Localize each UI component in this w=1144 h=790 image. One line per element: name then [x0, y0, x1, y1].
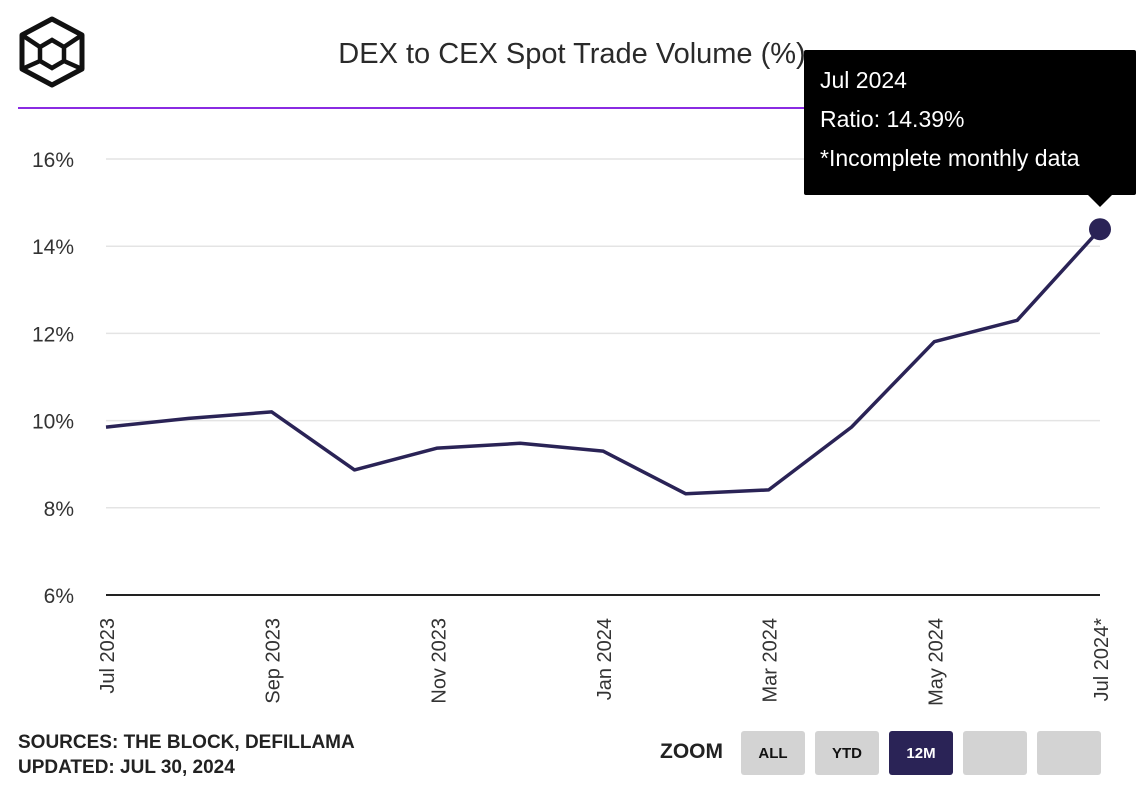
y-tick-label: 12%	[32, 323, 74, 346]
cube-logo-icon	[19, 16, 85, 88]
x-tick-label: Jul 2024*	[1091, 618, 1113, 702]
chart-title: DEX to CEX Spot Trade Volume (%)	[338, 38, 806, 70]
x-axis-ticks: Jul 2023 Sep 2023 Nov 2023 Jan 2024 Mar 2024…	[97, 618, 1113, 706]
tooltip-pointer	[1087, 194, 1113, 207]
grid-lines	[106, 158, 1100, 509]
y-tick-label: 10%	[32, 411, 74, 434]
x-tick-label: Jan 2024	[594, 618, 616, 700]
zoom-extra-button-1[interactable]	[963, 731, 1027, 775]
y-tick-label: 8%	[44, 498, 74, 521]
x-tick-label: Sep 2023	[263, 618, 285, 704]
x-tick-label: Jul 2023	[97, 618, 119, 694]
zoom-ytd-button[interactable]: YTD	[815, 731, 879, 775]
y-tick-label: 16%	[32, 149, 74, 172]
footer-updated: UPDATED: JUL 30, 2024	[18, 757, 235, 778]
y-tick-label: 14%	[32, 236, 74, 259]
series-line	[105, 228, 1102, 496]
x-tick-label: Mar 2024	[760, 618, 782, 703]
footer-sources: SOURCES: THE BLOCK, DEFILLAMA	[18, 732, 355, 753]
tooltip-ratio: Ratio: 14.39%	[820, 106, 965, 132]
x-tick-label: May 2024	[925, 618, 947, 706]
header-divider	[18, 107, 1120, 109]
zoom-extra-button-2[interactable]	[1037, 731, 1101, 775]
tooltip-date: Jul 2024	[820, 67, 907, 93]
tooltip-note: *Incomplete monthly data	[820, 145, 1080, 171]
zoom-label: ZOOM	[660, 740, 723, 763]
highlighted-data-point[interactable]	[1089, 218, 1111, 241]
data-tooltip: Jul 2024 Ratio: 14.39% *Incomplete month…	[804, 50, 1136, 195]
zoom-12m-button[interactable]: 12M	[889, 731, 953, 775]
y-axis-ticks: 6% 8% 10% 12% 14% 16%	[32, 149, 74, 608]
y-tick-label: 6%	[44, 585, 74, 608]
x-tick-label: Nov 2023	[428, 618, 450, 704]
zoom-all-button[interactable]: ALL	[741, 731, 805, 775]
